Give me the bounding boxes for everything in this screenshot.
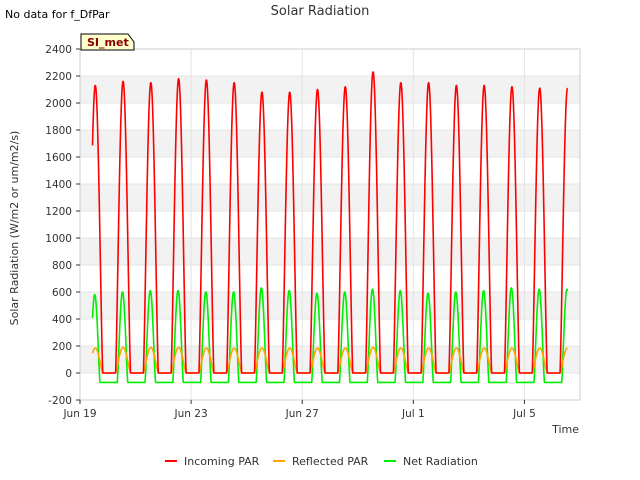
y-axis-ticks: -200 0 200 400 600 800 1000 1200 1400 1600 1800 200… <box>45 44 80 407</box>
x-tick-label: Jul 1 <box>401 408 425 420</box>
plot-background-bands <box>80 76 580 373</box>
series-line-incoming-par <box>91 71 569 374</box>
grid-band <box>80 76 580 103</box>
legend-item: Reflected PAR <box>273 455 369 468</box>
y-axis-label: Solar Radiation (W/m2 or um/m2/s) <box>8 131 21 326</box>
y-tick-label: 1600 <box>45 152 72 164</box>
badge-shape <box>80 33 135 51</box>
y-tick-label: 2000 <box>45 98 72 110</box>
x-axis-label: Time <box>551 423 579 436</box>
y-tick-label: 1200 <box>45 206 72 218</box>
y-tick-label: 600 <box>52 287 72 299</box>
badge-label: SI_met <box>87 36 129 49</box>
legend-label: Incoming PAR <box>184 455 260 468</box>
grid-band <box>80 346 580 373</box>
y-tick-label: 200 <box>52 341 72 353</box>
site-badge: SI_met <box>80 33 135 51</box>
grid-band <box>80 130 580 157</box>
legend-label: Reflected PAR <box>292 455 369 468</box>
x-tick-label: Jul 5 <box>512 408 536 420</box>
y-tick-label: 800 <box>52 260 72 272</box>
chart-title: Solar Radiation <box>271 4 370 19</box>
x-tick-label: Jun 23 <box>174 408 208 420</box>
legend-item: Net Radiation <box>384 455 478 468</box>
y-tick-label: 400 <box>52 314 72 326</box>
y-tick-label: -200 <box>48 395 72 407</box>
legend: Incoming PAR Reflected PAR Net Radiation <box>165 455 478 468</box>
x-tick-label: Jun 19 <box>62 408 96 420</box>
legend-label: Net Radiation <box>403 455 478 468</box>
grid-band <box>80 184 580 211</box>
y-tick-label: 2200 <box>45 71 72 83</box>
y-tick-label: 1800 <box>45 125 72 137</box>
y-tick-label: 1000 <box>45 233 72 245</box>
series-line-net-radiation <box>91 287 569 384</box>
x-axis-ticks: Jun 19 Jun 23 Jun 27 Jul 1 Jul 5 <box>62 400 536 420</box>
grid-band <box>80 238 580 265</box>
x-tick-label: Jun 27 <box>285 408 319 420</box>
no-data-note: No data for f_DfPar <box>5 8 110 21</box>
legend-item: Incoming PAR <box>165 455 260 468</box>
series-lines <box>91 71 569 384</box>
y-tick-label: 2400 <box>45 44 72 56</box>
y-tick-label: 1400 <box>45 179 72 191</box>
grid-band <box>80 292 580 319</box>
plot-frame <box>79 48 581 401</box>
y-tick-label: 0 <box>65 368 72 380</box>
